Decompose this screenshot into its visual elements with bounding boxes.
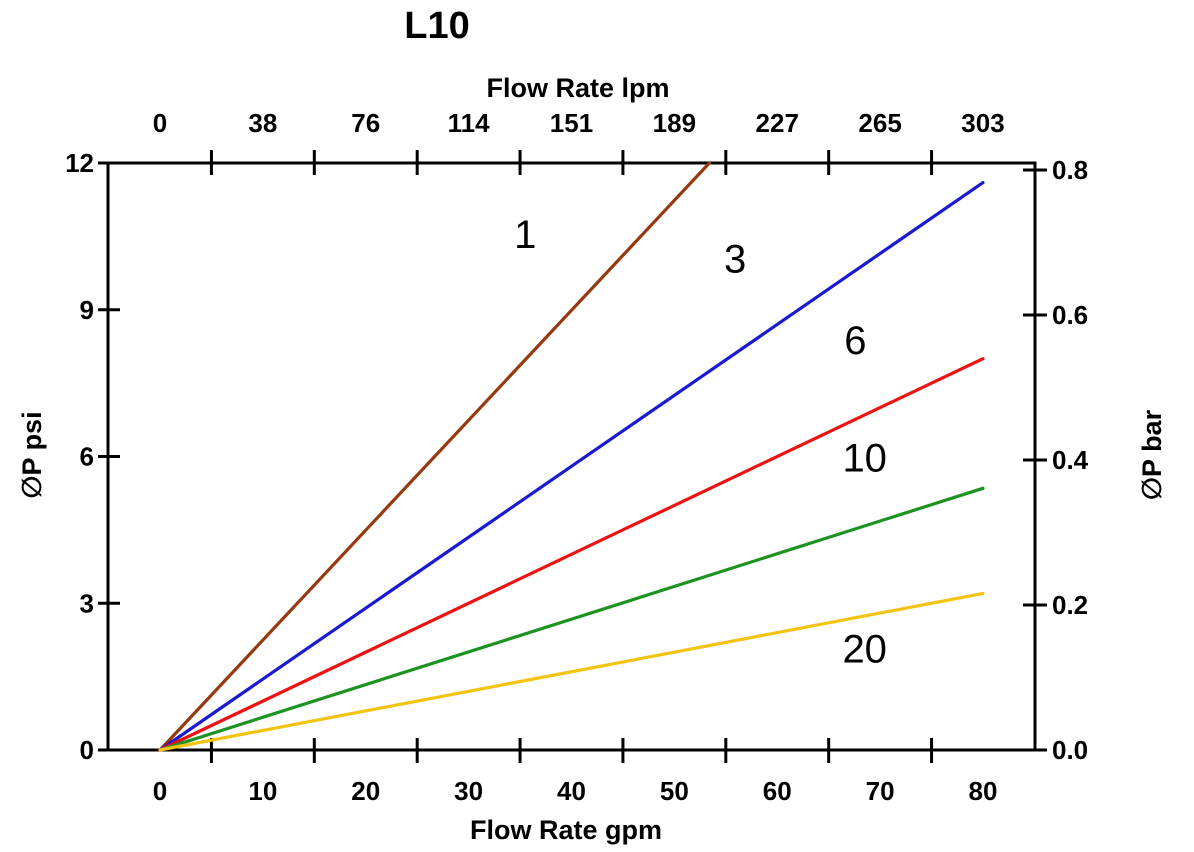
top-tick-label: 76 (351, 108, 380, 138)
left-tick-label: 6 (80, 442, 94, 472)
chart-title: L10 (404, 5, 469, 47)
series-label-10: 10 (842, 436, 887, 480)
series-label-3: 3 (724, 237, 746, 281)
bottom-tick-label: 20 (351, 776, 380, 806)
series-line-1 (158, 161, 711, 752)
left-tick-label: 9 (80, 295, 94, 325)
bottom-tick-label: 60 (763, 776, 792, 806)
right-tick-label: 0.2 (1052, 590, 1088, 620)
series-line-6 (158, 357, 985, 752)
top-tick-label: 189 (653, 108, 696, 138)
bottom-tick-label: 10 (248, 776, 277, 806)
bottom-tick-label: 70 (866, 776, 895, 806)
top-tick-label: 0 (153, 108, 167, 138)
left-tick-label: 3 (80, 588, 94, 618)
top-tick-label: 38 (248, 108, 277, 138)
top-tick-label: 227 (756, 108, 799, 138)
series-line-20 (158, 591, 985, 752)
bottom-tick-label: 40 (557, 776, 586, 806)
right-tick-label: 0.4 (1052, 445, 1089, 475)
bottom-axis-title: Flow Rate gpm (470, 815, 662, 845)
left-tick-label: 12 (65, 148, 94, 178)
series-label-1: 1 (514, 213, 536, 257)
top-tick-label: 151 (550, 108, 593, 138)
right-tick-label: 0.8 (1052, 155, 1088, 185)
bottom-tick-label: 80 (969, 776, 998, 806)
left-axis-title: ∅P psi (17, 411, 47, 498)
bottom-tick-label: 30 (454, 776, 483, 806)
right-tick-label: 0.6 (1052, 300, 1088, 330)
series-label-20: 20 (842, 627, 887, 671)
top-axis-title: Flow Rate lpm (486, 73, 669, 103)
left-tick-label: 0 (80, 735, 94, 765)
right-tick-label: 0.0 (1052, 735, 1088, 765)
top-tick-label: 265 (858, 108, 901, 138)
top-tick-label: 303 (961, 108, 1004, 138)
series-line-3 (158, 180, 985, 752)
right-axis-title: ∅P bar (1137, 409, 1167, 500)
plot-frame (106, 161, 1037, 752)
bottom-tick-label: 0 (153, 776, 167, 806)
bottom-tick-label: 50 (660, 776, 689, 806)
series-line-10 (158, 486, 985, 752)
top-tick-label: 114 (448, 108, 490, 138)
series-label-6: 6 (844, 319, 866, 363)
